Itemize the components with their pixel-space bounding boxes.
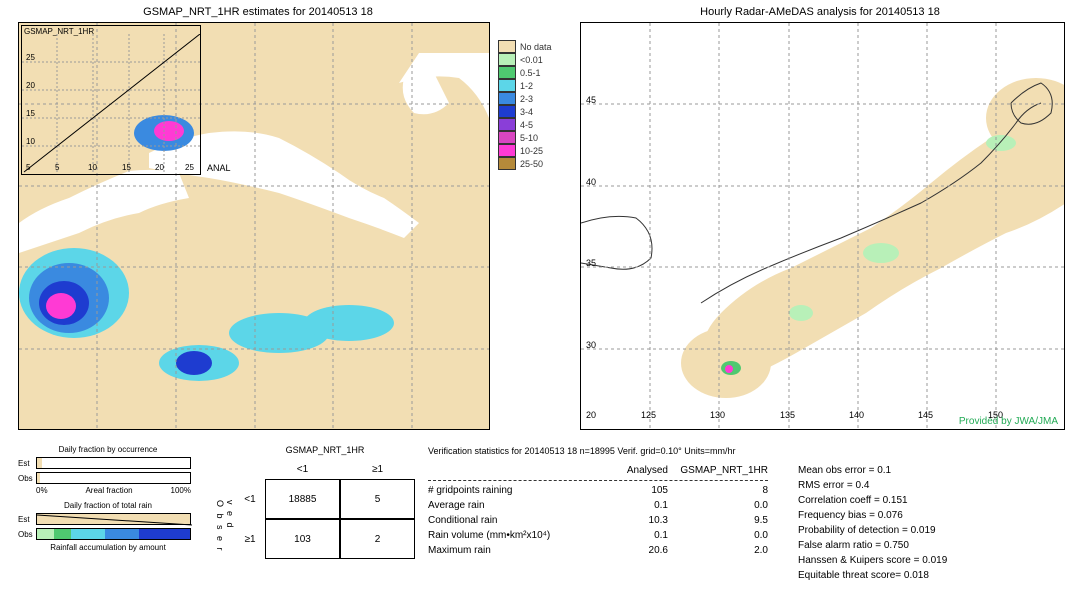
left-map-title: GSMAP_NRT_1HR estimates for 20140513 18 — [18, 6, 498, 18]
metric-row: RMS error = 0.4 — [798, 478, 947, 493]
verif-header: Verification statistics for 20140513 18 … — [428, 445, 1068, 459]
legend-item: 25-50 — [498, 157, 552, 170]
obs-label: Obs — [18, 474, 36, 483]
svg-text:45: 45 — [586, 95, 596, 105]
est-label: Est — [18, 459, 36, 468]
contingency-block: GSMAP_NRT_1HR O b s e r v e d <1 ≥1 <1 1… — [215, 445, 415, 559]
axis-100: 100% — [171, 486, 191, 495]
metric-row: Frequency bias = 0.076 — [798, 508, 947, 523]
svg-text:130: 130 — [710, 410, 725, 420]
svg-text:25: 25 — [185, 163, 194, 172]
ct-c00: 18885 — [265, 479, 340, 519]
svg-text:20: 20 — [155, 163, 164, 172]
svg-text:10: 10 — [88, 163, 97, 172]
obs-bar-1 — [36, 472, 191, 484]
observed-label: O b s e r v e d — [215, 500, 235, 559]
right-map-panel: 20 125130135140145150 45403530 Provided … — [580, 22, 1065, 430]
svg-text:145: 145 — [918, 410, 933, 420]
verif-row: # gridpoints raining1058 — [428, 483, 768, 498]
rainfall-accum-label: Rainfall accumulation by amount — [18, 543, 198, 552]
est-bar-1 — [36, 457, 191, 469]
ct-c10: 103 — [265, 519, 340, 559]
svg-text:30: 30 — [586, 340, 596, 350]
df-title1: Daily fraction by occurrence — [18, 445, 198, 454]
col-analysed: Analysed — [598, 463, 668, 478]
df-title2: Daily fraction of total rain — [18, 501, 198, 510]
verif-row: Maximum rain20.62.0 — [428, 543, 768, 558]
legend-item: 0.5-1 — [498, 66, 552, 79]
metric-row: Equitable threat score= 0.018 — [798, 568, 947, 583]
svg-text:20: 20 — [26, 81, 35, 90]
axis-0: 0% — [36, 486, 48, 495]
legend-item: 3-4 — [498, 105, 552, 118]
right-map-title: Hourly Radar-AMeDAS analysis for 2014051… — [580, 6, 1060, 18]
est-bar-2 — [36, 513, 191, 525]
ct-row2: ≥1 — [235, 519, 265, 559]
legend-item: 5-10 — [498, 131, 552, 144]
ct-title: GSMAP_NRT_1HR — [235, 445, 415, 455]
ct-col1: <1 — [265, 459, 340, 479]
svg-text:20: 20 — [586, 410, 596, 420]
legend-item: 1-2 — [498, 79, 552, 92]
inset-box: GSMAP_NRT_1HR 252015105 510152025 — [21, 25, 201, 175]
ct-row1: <1 — [235, 479, 265, 519]
svg-text:140: 140 — [849, 410, 864, 420]
obs-label-2: Obs — [18, 530, 36, 539]
verif-row: Rain volume (mm•km²x10⁴)0.10.0 — [428, 528, 768, 543]
est-label-2: Est — [18, 515, 36, 524]
legend-item: 2-3 — [498, 92, 552, 105]
map-credit: Provided by JWA/JMA — [959, 416, 1058, 427]
legend-item: 10-25 — [498, 144, 552, 157]
metric-row: Mean obs error = 0.1 — [798, 463, 947, 478]
legend-item: 4-5 — [498, 118, 552, 131]
svg-text:15: 15 — [122, 163, 131, 172]
svg-text:10: 10 — [26, 137, 35, 146]
left-map-panel: GSMAP_NRT_1HR 252015105 510152025 ANAL — [18, 22, 490, 430]
metric-row: False alarm ratio = 0.750 — [798, 538, 947, 553]
svg-text:135: 135 — [780, 410, 795, 420]
svg-text:5: 5 — [55, 163, 60, 172]
ct-c01: 5 — [340, 479, 415, 519]
daily-fraction-block: Daily fraction by occurrence Est Obs 0% … — [18, 445, 198, 552]
metric-row: Hanssen & Kuipers score = 0.019 — [798, 553, 947, 568]
metric-row: Correlation coeff = 0.151 — [798, 493, 947, 508]
ct-c11: 2 — [340, 519, 415, 559]
svg-text:15: 15 — [26, 109, 35, 118]
axis-mid: Areal fraction — [85, 486, 132, 495]
verif-row: Conditional rain10.39.5 — [428, 513, 768, 528]
ct-col2: ≥1 — [340, 459, 415, 479]
svg-text:125: 125 — [641, 410, 656, 420]
svg-text:5: 5 — [26, 163, 31, 172]
verif-row: Average rain0.10.0 — [428, 498, 768, 513]
verif-metrics: Mean obs error = 0.1RMS error = 0.4Corre… — [798, 463, 947, 583]
svg-text:35: 35 — [586, 258, 596, 268]
col-model: GSMAP_NRT_1HR — [668, 463, 768, 478]
svg-text:40: 40 — [586, 177, 596, 187]
color-legend: No data<0.010.5-11-22-33-44-55-1010-2525… — [498, 40, 552, 170]
svg-text:25: 25 — [26, 53, 35, 62]
obs-bar-2 — [36, 528, 191, 540]
verification-block: Verification statistics for 20140513 18 … — [428, 445, 1068, 583]
anal-label: ANAL — [207, 163, 231, 173]
metric-row: Probability of detection = 0.019 — [798, 523, 947, 538]
right-map-svg: 20 125130135140145150 45403530 — [581, 23, 1065, 430]
legend-item: No data — [498, 40, 552, 53]
legend-item: <0.01 — [498, 53, 552, 66]
